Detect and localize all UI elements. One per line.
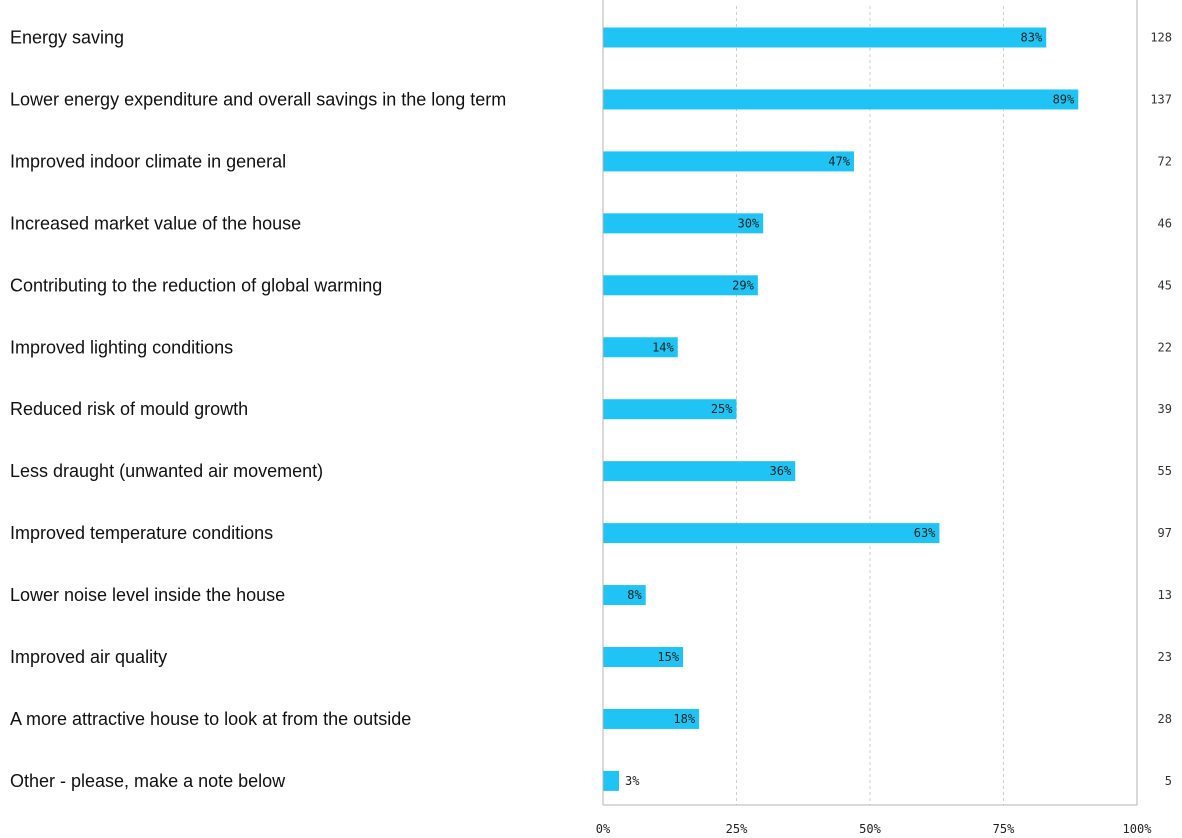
response-count: 5 [1165,774,1172,788]
category-label: Less draught (unwanted air movement) [10,461,323,481]
category-label: Increased market value of the house [10,213,301,233]
bar-value-label: 3% [625,774,640,788]
bar [603,213,764,234]
bar-value-label: 63% [914,526,936,540]
bar-value-label: 36% [770,464,792,478]
bar [603,523,940,544]
category-label: A more attractive house to look at from … [10,709,411,729]
response-count: 45 [1158,278,1172,292]
response-count: 128 [1150,31,1172,45]
bar-value-label: 18% [673,712,695,726]
category-labels: Energy saving 128 Lower energy expenditure… [10,28,1172,791]
bar [603,89,1079,110]
bar [603,27,1047,48]
response-count: 55 [1158,464,1172,478]
grid-lines [736,6,1004,805]
bar-value-label: 14% [652,340,674,354]
category-label: Reduced risk of mould growth [10,399,248,419]
response-count: 137 [1150,92,1172,106]
response-count: 13 [1158,588,1172,602]
bars: 83% 89% 47% 30% 29% 14% 25% 36% 63% 8% 15% 18% 3% [603,27,1079,791]
x-tick-label: 75% [993,822,1015,836]
bar-value-label: 89% [1053,92,1075,106]
bar-value-label: 47% [828,154,850,168]
bar-value-label: 30% [738,216,760,230]
bar [603,585,646,606]
bar-value-label: 15% [657,650,679,664]
x-tick-label: 100% [1123,822,1153,836]
category-label: Energy saving [10,28,124,48]
category-label: Improved lighting conditions [10,337,233,357]
category-label: Contributing to the reduction of global … [10,275,382,295]
response-count: 97 [1158,526,1172,540]
bar [603,399,737,420]
category-label: Lower energy expenditure and overall sav… [10,89,506,109]
bar-value-label: 29% [732,278,754,292]
bar [603,337,678,358]
response-count: 23 [1158,650,1172,664]
bar [603,151,854,172]
x-tick-label: 0% [596,822,611,836]
response-count: 46 [1158,216,1172,230]
response-count: 72 [1158,154,1172,168]
response-count: 28 [1158,712,1172,726]
axes [602,0,1138,806]
bar-value-label: 83% [1021,31,1043,45]
category-label: Improved air quality [10,647,167,667]
x-tick-label: 50% [859,822,881,836]
x-tick-label: 25% [726,822,748,836]
response-count: 22 [1158,340,1172,354]
bar [603,770,620,791]
bar-value-label: 8% [627,588,642,602]
category-label: Improved temperature conditions [10,523,273,543]
category-label: Lower noise level inside the house [10,585,285,605]
category-label: Improved indoor climate in general [10,151,286,171]
x-tick-labels: 0% 25% 50% 75% 100% [596,822,1152,836]
bar-value-label: 25% [711,402,733,416]
bar [603,708,700,729]
response-count: 39 [1158,402,1172,416]
category-label: Other - please, make a note below [10,771,286,791]
bar [603,275,758,296]
bar [603,461,796,482]
bar [603,647,684,667]
